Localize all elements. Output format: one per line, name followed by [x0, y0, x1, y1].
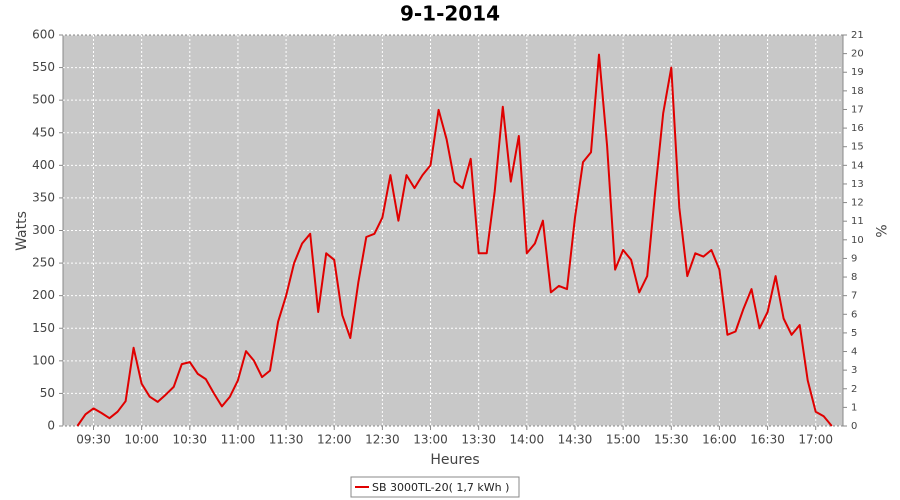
y-tick-label: 200 — [32, 288, 55, 302]
x-tick-label: 15:30 — [654, 433, 689, 447]
x-tick-label: 12:00 — [317, 433, 352, 447]
y-tick-label: 0 — [47, 419, 55, 433]
x-tick-label: 16:00 — [702, 433, 737, 447]
y2-tick-label: 4 — [851, 347, 857, 358]
y-tick-label: 250 — [32, 256, 55, 270]
x-tick-label: 11:30 — [269, 433, 304, 447]
y2-tick-label: 2 — [851, 384, 857, 395]
y2-tick-label: 16 — [851, 123, 864, 134]
x-tick-label: 14:30 — [558, 433, 593, 447]
y2-tick-label: 15 — [851, 142, 864, 153]
x-tick-label: 13:00 — [413, 433, 448, 447]
x-tick-label: 11:00 — [221, 433, 256, 447]
x-tick-label: 10:00 — [124, 433, 159, 447]
y2-tick-label: 0 — [851, 421, 857, 432]
x-tick-label: 10:30 — [172, 433, 207, 447]
legend-label: SB 3000TL-20( 1,7 kWh ) — [372, 481, 509, 494]
y-tick-label: 50 — [40, 386, 55, 400]
y2-tick-label: 10 — [851, 235, 864, 246]
legend: SB 3000TL-20( 1,7 kWh ) — [350, 476, 520, 498]
y-tick-label: 350 — [32, 190, 55, 204]
x-axis-label: Heures — [430, 452, 479, 468]
y-tick-label: 550 — [32, 60, 55, 74]
y2-tick-label: 13 — [851, 179, 864, 190]
x-tick-label: 09:30 — [76, 433, 111, 447]
y2-tick-label: 6 — [851, 309, 857, 320]
y2-tick-label: 9 — [851, 253, 857, 264]
y2-tick-label: 1 — [851, 402, 857, 413]
y-tick-label: 600 — [32, 28, 55, 42]
y2-tick-label: 3 — [851, 365, 857, 376]
y-tick-label: 400 — [32, 158, 55, 172]
x-tick-label: 12:30 — [365, 433, 400, 447]
y2-tick-label: 18 — [851, 86, 864, 97]
data-line — [76, 53, 833, 427]
x-tick-label: 15:00 — [606, 433, 641, 447]
x-tick-label: 14:00 — [510, 433, 545, 447]
y-tick-label: 100 — [32, 353, 55, 367]
y2-tick-label: 19 — [851, 67, 864, 78]
y2-tick-label: 11 — [851, 216, 864, 227]
y2-tick-label: 20 — [851, 49, 864, 60]
y2-axis-label: % — [872, 224, 888, 237]
x-tick-label: 17:00 — [798, 433, 833, 447]
y-tick-label: 450 — [32, 125, 55, 139]
x-tick-label: 13:30 — [461, 433, 496, 447]
y2-tick-label: 7 — [851, 291, 857, 302]
y2-tick-label: 17 — [851, 104, 864, 115]
y-tick-label: 300 — [32, 223, 55, 237]
y-tick-label: 150 — [32, 321, 55, 335]
y2-tick-label: 5 — [851, 328, 857, 339]
y2-tick-label: 8 — [851, 272, 857, 283]
y-tick-label: 500 — [32, 93, 55, 107]
legend-box — [350, 476, 520, 498]
x-tick-label: 16:30 — [750, 433, 785, 447]
y2-tick-label: 14 — [851, 160, 864, 171]
y2-tick-label: 21 — [851, 30, 864, 41]
y2-tick-label: 12 — [851, 198, 864, 209]
y-axis-label: Watts — [14, 211, 30, 251]
chart-title: 9-1-2014 — [400, 2, 500, 26]
